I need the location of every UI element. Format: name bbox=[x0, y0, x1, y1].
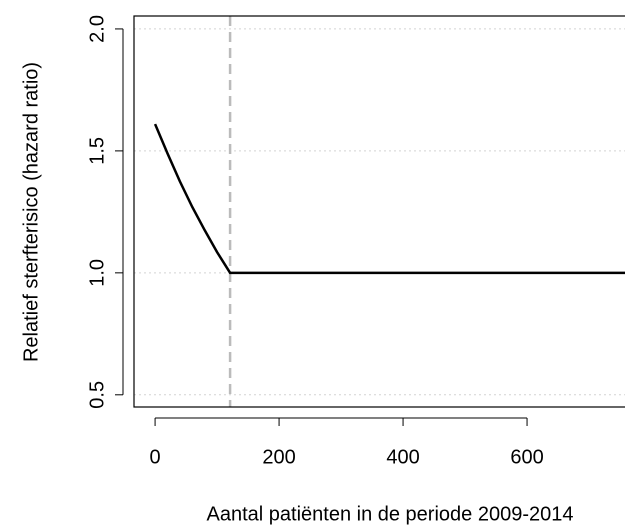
x-axis-label: Aantal patiënten in de periode 2009-2014 bbox=[207, 503, 574, 525]
y-tick-label: 2.0 bbox=[86, 15, 108, 43]
plot-area bbox=[153, 16, 625, 407]
plot-frame bbox=[133, 15, 625, 408]
x-tick-label: 200 bbox=[262, 446, 295, 468]
y-axis-label: Relatief sterfterisico (hazard ratio) bbox=[20, 62, 42, 362]
x-tick-label: 400 bbox=[386, 446, 419, 468]
y-tick-label: 1.5 bbox=[86, 137, 108, 165]
y-tick-label: 1.0 bbox=[86, 259, 108, 287]
y-tick-label: 0.5 bbox=[86, 381, 108, 409]
x-tick-label: 600 bbox=[510, 446, 543, 468]
line bbox=[153, 123, 625, 275]
x-tick-label: 0 bbox=[150, 446, 161, 468]
